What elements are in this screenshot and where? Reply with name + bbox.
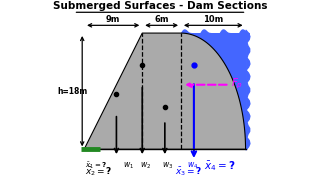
Text: $\bar{x}_2=$?: $\bar{x}_2=$? — [85, 165, 113, 178]
Text: $\bar{x}_3=$?: $\bar{x}_3=$? — [174, 165, 202, 178]
Text: 9m: 9m — [106, 15, 120, 24]
Text: Submerged Surfaces - Dam Sections: Submerged Surfaces - Dam Sections — [53, 1, 267, 11]
Text: $\bar{x}_1=$?: $\bar{x}_1=$? — [85, 161, 108, 172]
Polygon shape — [84, 33, 245, 149]
Polygon shape — [181, 33, 245, 149]
Text: $\bar{x}_4=$?: $\bar{x}_4=$? — [204, 159, 235, 173]
Text: 6m: 6m — [154, 15, 169, 24]
Text: 10m: 10m — [203, 15, 223, 24]
Text: $F_p$: $F_p$ — [231, 77, 244, 91]
Text: $w_4$: $w_4$ — [188, 161, 199, 171]
Text: $w_1$: $w_1$ — [123, 161, 134, 171]
Text: $w_2$: $w_2$ — [140, 161, 151, 171]
Text: $w_3$: $w_3$ — [162, 161, 173, 171]
Text: h=18m: h=18m — [57, 87, 88, 96]
